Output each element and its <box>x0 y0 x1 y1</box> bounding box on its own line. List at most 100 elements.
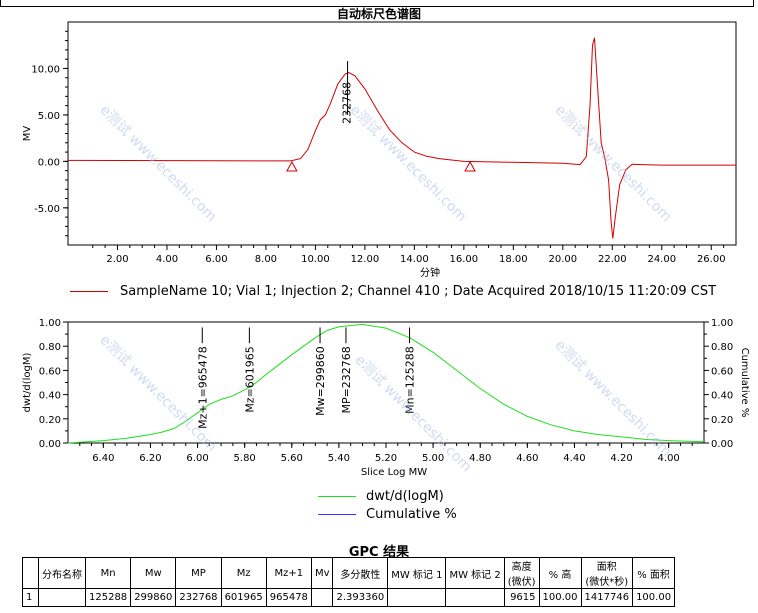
x-tick-label: 22.00 <box>598 254 627 265</box>
y2-tick-label: 0.60 <box>711 366 733 377</box>
table-cell: 299860 <box>130 588 177 607</box>
table-cell: 1417746 <box>580 588 634 607</box>
y-tick-label: -5.00 <box>34 204 60 215</box>
x-tick-label: 4.00 <box>156 254 178 265</box>
table-header-cell: MW 标记 1 <box>387 557 447 589</box>
legend-row-cumulative: Cumulative % <box>318 505 457 523</box>
table-header-cell: % 面积 <box>632 557 676 589</box>
y-tick-label: 0.80 <box>39 342 61 353</box>
x-tick-label: 16.00 <box>450 254 479 265</box>
x-axis-label: 分钟 <box>420 266 440 279</box>
x-tick-label: 4.40 <box>563 453 585 464</box>
x-tick-label: 4.60 <box>516 453 538 464</box>
chromatogram-legend: SampleName 10; Vial 1; Injection 2; Chan… <box>70 283 716 299</box>
x-tick-label: 5.60 <box>281 453 303 464</box>
table-cell <box>38 588 86 607</box>
table-cell <box>387 588 447 607</box>
y-tick-label: 5.00 <box>38 111 60 122</box>
table-row: 1 125288 299860 232768 601965 965478 2.393360 9… <box>22 588 676 607</box>
legend-swatch-sample <box>70 290 108 292</box>
mw-legend: dwt/d(logM) Cumulative % <box>318 487 457 523</box>
table-header-cell: Mv <box>310 557 334 589</box>
x-tick-label: 8.00 <box>255 254 277 265</box>
gpc-title: GPC 结果 <box>348 545 410 560</box>
x-tick-label: 5.80 <box>234 453 256 464</box>
table-cell: 9615 <box>503 588 540 607</box>
y2-axis-label: Cumulative % <box>739 348 750 418</box>
x-tick-label: 24.00 <box>647 254 676 265</box>
table-cell: 2.393360 <box>332 588 389 607</box>
y-tick-label: 0.40 <box>39 391 61 402</box>
mw-marker-label: Mz=601965 <box>243 346 256 412</box>
y2-tick-label: 1.00 <box>711 318 733 329</box>
legend-swatch-cumulative <box>318 513 356 515</box>
table-header-cell: MW 标记 2 <box>445 557 505 589</box>
table-cell: 965478 <box>265 588 312 607</box>
legend-label-cumulative: Cumulative % <box>366 506 457 522</box>
x-tick-label: 6.20 <box>139 453 161 464</box>
y-tick-label: 10.00 <box>31 64 60 75</box>
table-cell: 125288 <box>84 588 132 607</box>
table-header-cell: MP <box>175 557 222 589</box>
x-tick-label: 20.00 <box>548 254 577 265</box>
baseline-marker <box>286 160 298 172</box>
table-cell: 100.00 <box>538 588 582 607</box>
table-header-row: 分布名称 Mn Mw MP Mz Mz+1 Mv 多分散性 MW 标记 1 MW 标记 2 高度 (微… <box>22 557 676 589</box>
y-tick-label: 0.60 <box>39 366 61 377</box>
peak-label: 232768 <box>341 82 354 124</box>
table-header-cell: 面积 (微伏*秒) <box>580 557 634 589</box>
mw-marker-label: Mn=125288 <box>404 346 417 414</box>
y-tick-label: 1.00 <box>39 318 61 329</box>
dwt-series-line <box>67 323 705 444</box>
x-tick-label: 6.00 <box>205 254 227 265</box>
chromatogram-chart: 2.00 4.00 6.00 8.00 10.00 12.00 14.00 16.00 18.0… <box>22 21 737 279</box>
table-header-cell: % 高 <box>538 557 582 589</box>
x-tick-label: 4.20 <box>610 453 632 464</box>
x-tick-label: 6.40 <box>92 453 114 464</box>
y-tick-label: 0.00 <box>38 157 60 168</box>
mw-distribution-chart: 6.40 6.20 6.00 5.80 5.60 5.40 5.20 5.00 4.80 4.60… <box>22 318 750 478</box>
gpc-results-table: 分布名称 Mn Mw MP Mz Mz+1 Mv 多分散性 MW 标记 1 MW 标记 2 高度 (微… <box>22 557 676 607</box>
plot-frame <box>67 21 737 246</box>
x-tick-label: 18.00 <box>499 254 528 265</box>
legend-row-dwt: dwt/d(logM) <box>318 487 457 505</box>
chromatogram-series-line <box>67 37 736 239</box>
table-header-cell <box>22 557 39 589</box>
table-cell <box>445 588 505 607</box>
legend-label-sample: SampleName 10; Vial 1; Injection 2; Chan… <box>120 283 717 299</box>
x-tick-label: 12.00 <box>351 254 380 265</box>
table-cell: 1 <box>22 588 39 607</box>
table-header-cell: Mz <box>220 557 267 589</box>
y2-tick-label: 0.80 <box>711 342 733 353</box>
y-tick-label: 0.00 <box>39 439 61 450</box>
y-tick-label: 0.20 <box>39 415 61 426</box>
table-header-cell: Mw <box>130 557 177 589</box>
mw-marker-label: MP=232768 <box>340 346 353 413</box>
table-cell: 601965 <box>220 588 267 607</box>
table-header-cell: 多分散性 <box>332 557 389 589</box>
table-cell <box>310 588 334 607</box>
table-header-cell: 高度 (微伏) <box>503 557 540 589</box>
x-tick-label: 4.80 <box>469 453 491 464</box>
table-header-cell: 分布名称 <box>38 557 86 589</box>
table-header-cell: Mn <box>84 557 132 589</box>
y-axis-label: MV <box>22 126 33 142</box>
x-tick-label: 5.20 <box>375 453 397 464</box>
x-tick-label: 10.00 <box>301 254 330 265</box>
x-tick-label: 4.00 <box>658 453 680 464</box>
y2-tick-label: 0.40 <box>711 391 733 402</box>
x-tick-label: 5.40 <box>328 453 350 464</box>
x-tick-label: 5.00 <box>422 453 444 464</box>
y2-tick-label: 0.20 <box>711 415 733 426</box>
x-tick-label: 26.00 <box>697 254 726 265</box>
y-axis-label: dwt/d(logM) <box>22 352 33 412</box>
baseline-marker <box>464 160 476 172</box>
table-header-cell: Mz+1 <box>265 557 312 589</box>
legend-swatch-dwt <box>318 495 356 497</box>
x-tick-label: 14.00 <box>400 254 429 265</box>
table-cell: 100.00 <box>632 588 676 607</box>
legend-label-dwt: dwt/d(logM) <box>366 488 444 504</box>
x-tick-label: 2.00 <box>106 254 128 265</box>
x-tick-label: 6.00 <box>186 453 208 464</box>
plot-frame <box>67 321 705 444</box>
